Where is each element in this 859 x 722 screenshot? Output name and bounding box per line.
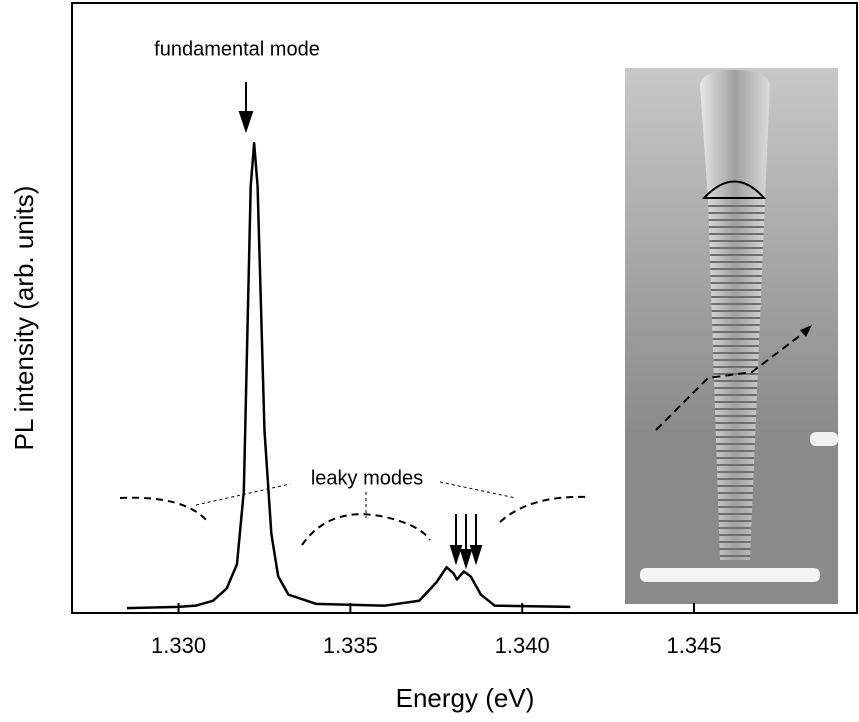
x-tick-label: 1.340 xyxy=(495,633,550,658)
spectrum-line xyxy=(126,142,571,610)
x-axis-label: Energy (eV) xyxy=(396,683,535,713)
y-axis-label: PL intensity (arb. units) xyxy=(9,186,39,451)
x-tick-label: 1.330 xyxy=(151,633,206,658)
annotation: leaky modes xyxy=(311,467,423,489)
annotation-marks xyxy=(119,82,589,570)
annotation: fundamental mode xyxy=(154,38,320,60)
inset-image xyxy=(625,68,838,604)
x-tick-label: 1.335 xyxy=(323,633,378,658)
plot-frame xyxy=(71,2,858,614)
x-tick-label: 1.345 xyxy=(667,633,722,658)
